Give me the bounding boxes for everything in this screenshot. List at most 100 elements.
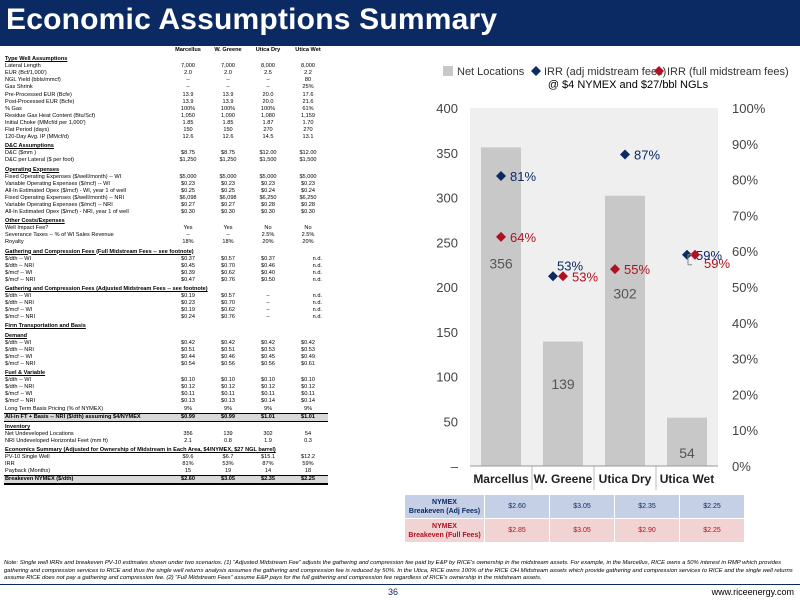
table-cell: $0.23 (181, 180, 195, 187)
table-cell: – (266, 77, 270, 84)
table-cell: $0.25 (181, 187, 195, 194)
bar-data-label: 54 (679, 445, 695, 461)
table-cell: 18 (304, 468, 312, 475)
category-label: Utica Dry (599, 472, 652, 486)
legend-label-net-locations: Net Locations (457, 66, 525, 78)
irr-full-marker (690, 249, 700, 260)
bar-utica-dry (605, 195, 645, 466)
row-label: Breakeven NYMEX ($/dth) (4, 475, 168, 486)
table-row: $/dth -- WI $0.10 $0.10 $0.10 $0.10 (4, 377, 328, 384)
table-row: Variable Operating Expenses ($/mcf) -- N… (4, 202, 328, 209)
table-cell: 2.0 (184, 70, 192, 77)
row-label: $/dth -- NRI (5, 262, 34, 269)
locations-irr-chart: Net Locations IRR (adj midstream fees) IRR… (338, 56, 800, 496)
breakeven-label-line1: NYMEX (432, 498, 457, 506)
table-cell: $0.10 (221, 377, 235, 384)
table-cell: 7,000 (181, 63, 195, 70)
section-header-row: Inventory (4, 421, 328, 431)
table-body: Type Well Assumptions Lateral Length 7,000… (4, 54, 328, 486)
row-label: Flat Period (days) (5, 127, 50, 134)
row-label: Lateral Length (5, 63, 41, 70)
table-row: $/mcf -- NRI $0.47 $0.76 $0.50 n.d. (4, 277, 328, 284)
table-cell: n.d. (312, 307, 322, 314)
table-row: $/dth -- NRI $0.23 $0.70 – n.d. (4, 300, 328, 307)
row-label: Net Undeveloped Locations (5, 430, 74, 437)
table-cell: 1.70 (302, 119, 314, 126)
table-cell: $0.23 (261, 180, 275, 187)
table-row: $/dth -- WI $0.42 $0.42 $0.42 $0.42 (4, 340, 328, 347)
table-cell: $0.57 (221, 255, 235, 262)
y-left-tick-label: 150 (436, 325, 458, 340)
irr-full-label: 59% (704, 256, 730, 271)
table-cell: 20.0 (262, 91, 274, 98)
table-cell: 13.9 (182, 98, 194, 105)
table-row: Severance Taxes -- % of WI Sales Revenue… (4, 232, 328, 239)
table-cell: 100% (260, 105, 276, 112)
row-label: $/mcf -- WI (5, 353, 33, 360)
y-left-tick-label: 50 (444, 414, 458, 429)
table-cell: $0.46 (221, 353, 235, 360)
table-row: Breakeven NYMEX ($/dth) $2.60 $3.05 $2.35 $2… (4, 475, 328, 486)
table-cell: $0.30 (301, 209, 315, 216)
table-row: NGL Yield (bbls/mmcf) – – – 80 (4, 77, 328, 84)
table-cell: $0.51 (221, 346, 235, 353)
table-cell: 13.9 (222, 98, 234, 105)
table-row: $/dth -- NRI $0.45 $0.70 $0.46 n.d. (4, 263, 328, 270)
table-cell: $2.60 (168, 475, 208, 486)
table-cell: 15 (184, 468, 192, 475)
table-cell: $0.42 (261, 339, 275, 346)
row-label: EUR (Bcf/1,000') (5, 70, 47, 77)
table-cell: 59% (302, 461, 314, 468)
row-label: IRR (5, 461, 15, 468)
table-cell: $5,000 (179, 173, 197, 180)
table-header-row: Marcellus W. Greene Utica Dry Utica Wet (4, 47, 328, 54)
irr-adj-label: 81% (510, 169, 536, 184)
table-cell: $0.23 (181, 300, 195, 307)
table-cell: $2.25 (288, 475, 328, 486)
table-cell: – (226, 84, 230, 91)
table-row: $/dth -- WI $0.19 $0.57 – n.d. (4, 293, 328, 300)
table-cell: $15.1 (261, 454, 275, 461)
breakeven-value: $2.25 (679, 494, 745, 519)
bar-utica-wet (667, 417, 707, 466)
assumptions-table-wrap: Marcellus W. Greene Utica Dry Utica Wet … (4, 47, 328, 486)
table-cell: $0.62 (221, 307, 235, 314)
table-cell: – (266, 293, 270, 300)
table-cell: 2.5 (264, 70, 272, 77)
breakeven-value: $2.25 (679, 518, 745, 543)
table-cell: $3.05 (208, 475, 248, 486)
irr-full-marker (496, 231, 506, 242)
irr-full-label: 64% (510, 230, 536, 245)
table-cell: Yes (183, 225, 193, 232)
table-cell: $6.7 (222, 454, 234, 461)
row-label: NGL Yield (bbls/mmcf) (5, 77, 61, 84)
row-label: Demand (5, 332, 28, 339)
table-row: Payback (Months) 15 19 14 18 (4, 468, 328, 476)
table-cell: $1,250 (219, 157, 237, 164)
row-label: $/dth -- NRI (5, 384, 34, 391)
table-cell: 21.6 (302, 98, 314, 105)
row-label: All-In Estimated Opex ($/mcf) - NRI, yea… (5, 209, 129, 216)
table-cell: $0.42 (181, 339, 195, 346)
table-cell: 100% (180, 105, 196, 112)
table-row: Lateral Length 7,000 7,000 8,000 8,000 (4, 63, 328, 70)
legend-marker-irr-full (654, 66, 664, 76)
table-cell: $0.25 (221, 187, 235, 194)
table-cell: $0.42 (301, 339, 315, 346)
table-cell: 8,000 (261, 63, 275, 70)
table-cell: $0.49 (301, 353, 315, 360)
row-label: Pre-Processed EUR (Bcfe) (5, 91, 72, 98)
table-header-cell: Utica Dry (255, 47, 281, 53)
table-cell: 8,000 (301, 63, 315, 70)
table-cell: $0.40 (261, 269, 275, 276)
y-left-tick-label: 350 (436, 146, 458, 161)
irr-adj-marker (548, 271, 558, 282)
table-cell: 9% (183, 405, 193, 412)
table-row: $/mcf -- NRI $0.24 $0.76 – n.d. (4, 314, 328, 321)
website-link[interactable]: www.riceenergy.com (711, 587, 794, 597)
table-cell: 19 (224, 468, 232, 475)
row-label: $/mcf -- WI (5, 269, 33, 276)
breakeven-value: $2.60 (484, 494, 550, 519)
table-row: Long Term Basis Pricing (% of NYMEX) 9% 9%… (4, 406, 328, 414)
table-cell: 61% (302, 105, 314, 112)
